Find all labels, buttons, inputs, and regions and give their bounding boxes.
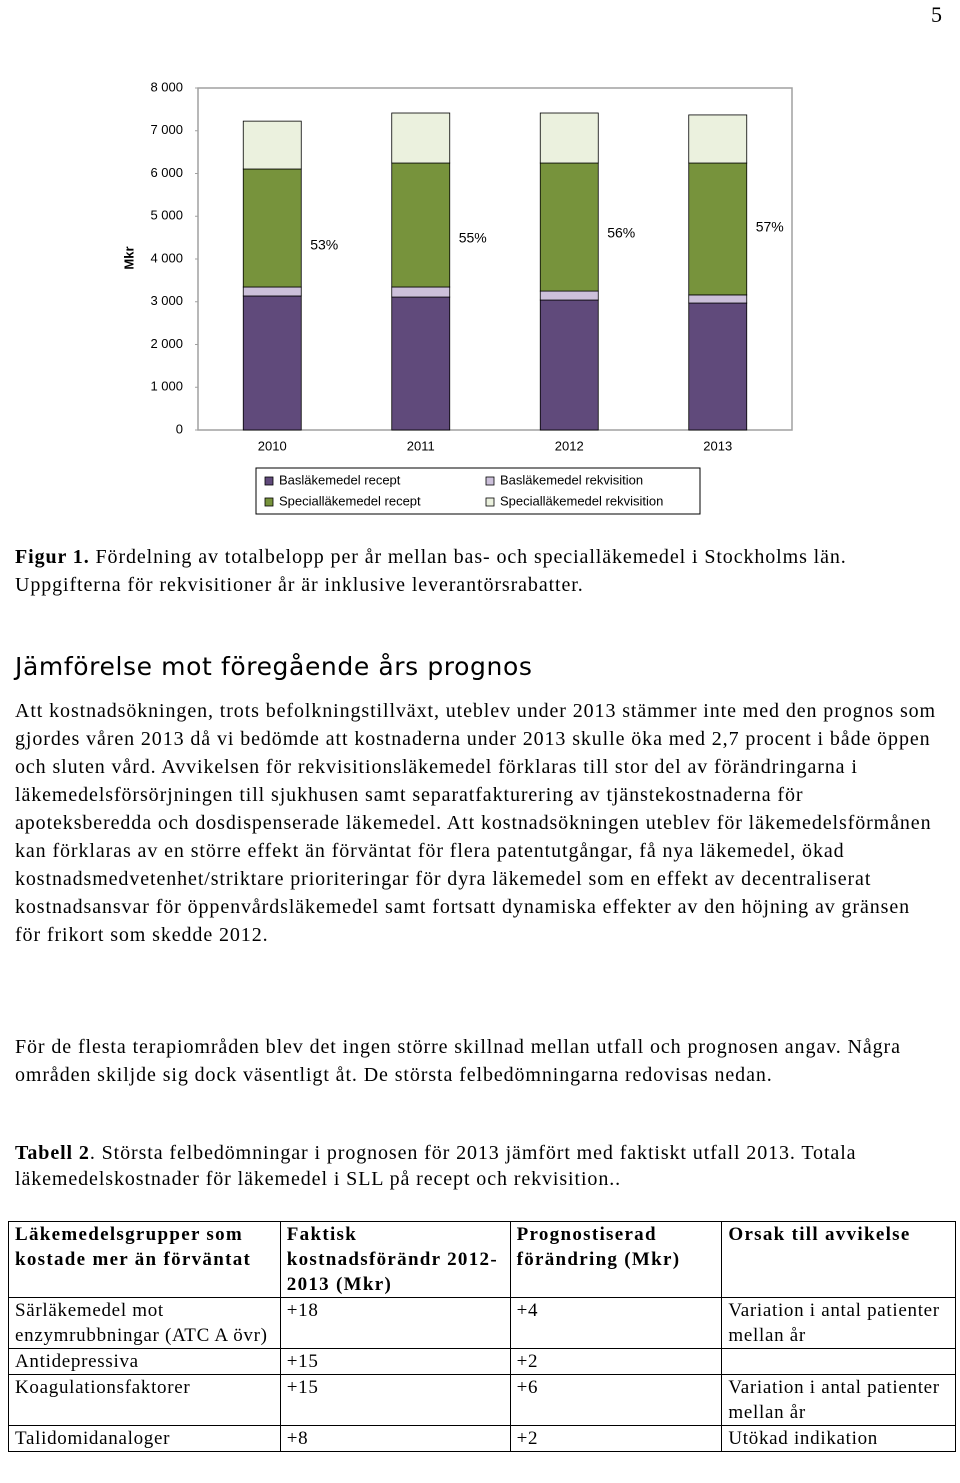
- x-tick-label: 2010: [258, 438, 287, 453]
- bar-segment: [391, 296, 451, 431]
- bar-segment: [539, 290, 599, 301]
- y-tick-label: 0: [176, 421, 183, 436]
- page-number: 5: [931, 2, 942, 27]
- x-tick-label: 2011: [407, 438, 435, 453]
- x-tick-label: 2013: [703, 438, 732, 453]
- table-cell: +2: [509, 1425, 723, 1452]
- table-cell: +18: [279, 1297, 511, 1349]
- annotation: 57%: [756, 219, 784, 235]
- bar-segment: [539, 299, 599, 431]
- table-cell: [721, 1348, 956, 1375]
- bar-segment: [688, 302, 748, 431]
- table-cell: +15: [279, 1374, 511, 1426]
- table-row: Särläkemedel mot enzymrubbningar (ATC A …: [8, 1297, 956, 1349]
- table-row: Talidomidanaloger +8 +2 Utökad indikation: [8, 1425, 956, 1452]
- table-cell: Variation i antal patienter mellan år: [721, 1297, 956, 1349]
- table-body: Särläkemedel mot enzymrubbningar (ATC A …: [8, 1297, 956, 1452]
- bar-segment: [242, 120, 302, 170]
- bar-segment: [391, 286, 451, 298]
- y-tick-label: 4 000: [150, 250, 183, 265]
- legend-swatch: [264, 476, 274, 486]
- legend-label: Basläkemedel rekvisition: [500, 472, 643, 487]
- section-heading: Jämförelse mot föregående års prognos: [15, 652, 533, 681]
- table-cell: +4: [509, 1297, 723, 1349]
- y-tick-label: 3 000: [150, 293, 183, 308]
- header-cell: Prognostiserad förändring (Mkr): [509, 1221, 723, 1298]
- header-cell: Faktisk kostnadsförändr 2012-2013 (Mkr): [279, 1221, 511, 1298]
- paragraph: För de flesta terapiområden blev det ing…: [15, 1036, 901, 1086]
- y-axis-title: Mkr: [121, 246, 136, 269]
- header-cell: Orsak till avvikelse: [721, 1221, 956, 1298]
- y-tick-label: 5 000: [150, 208, 183, 223]
- bar-segment: [539, 112, 599, 164]
- bar-segment: [391, 112, 451, 164]
- y-tick-label: 2 000: [150, 336, 183, 351]
- table-cell: +15: [279, 1348, 511, 1375]
- table-cell: Utökad indikation: [721, 1425, 956, 1452]
- annotation: 55%: [459, 230, 487, 246]
- annotation: 56%: [607, 225, 635, 241]
- y-tick-label: 1 000: [150, 379, 183, 394]
- y-tick-label: 7 000: [150, 122, 183, 137]
- bar-segment: [391, 162, 451, 288]
- annotation: 53%: [310, 237, 338, 253]
- table-cell: Variation i antal patienter mellan år: [721, 1374, 956, 1426]
- legend-label: Basläkemedel recept: [279, 472, 401, 487]
- table-cell: +8: [279, 1425, 511, 1452]
- paragraph: Att kostnadsökningen, trots befolkningst…: [15, 700, 936, 946]
- table-header: Läkemedelsgrupper som kostade mer än för…: [8, 1221, 956, 1298]
- y-tick-label: 6 000: [150, 165, 183, 180]
- legend-label: Specialläkemedel rekvisition: [500, 493, 663, 508]
- bar-segment: [688, 114, 748, 164]
- table-cell: Särläkemedel mot enzymrubbningar (ATC A …: [8, 1297, 281, 1349]
- caption-text: . Största felbedömningar i prognosen för…: [15, 1142, 857, 1190]
- table-cell: Koagulationsfaktorer: [8, 1374, 281, 1426]
- table-cell: Talidomidanaloger: [8, 1425, 281, 1452]
- bar-segment: [688, 294, 748, 304]
- bar-segment: [242, 295, 302, 431]
- legend-swatch: [485, 497, 495, 507]
- x-tick-label: 2012: [555, 438, 584, 453]
- table-row: Koagulationsfaktorer +15 +6 Variation i ant…: [8, 1374, 956, 1426]
- table-cell: +2: [509, 1348, 723, 1375]
- table-caption: Tabell 2. Största felbedömningar i progn…: [15, 1140, 940, 1192]
- bar-segment: [539, 162, 599, 292]
- caption-label: Figur 1.: [15, 546, 90, 568]
- table-cell: +6: [509, 1374, 723, 1426]
- caption-text: Fördelning av totalbelopp per år mellan …: [15, 546, 847, 596]
- y-tick-label: 8 000: [150, 79, 183, 94]
- table: Läkemedelsgrupper som kostade mer än för…: [8, 1221, 956, 1452]
- bar-segment: [242, 168, 302, 288]
- legend-swatch: [264, 497, 274, 507]
- legend-label: Specialläkemedel recept: [279, 493, 421, 508]
- figure-caption: Figur 1. Fördelning av totalbelopp per å…: [15, 543, 945, 599]
- table-row: Antidepressiva +15 +2: [8, 1348, 956, 1375]
- chart: Mkr 0 1 000 2 000 3 000 4 000 5 000 6 000 7 000…: [121, 79, 793, 515]
- bar-segment: [688, 162, 748, 296]
- legend-swatch: [485, 476, 495, 486]
- legend-box: [255, 467, 701, 515]
- caption-label: Tabell 2: [15, 1142, 90, 1164]
- header-cell: Läkemedelsgrupper som kostade mer än för…: [8, 1221, 281, 1298]
- table-cell: Antidepressiva: [8, 1348, 281, 1375]
- bar-segment: [242, 286, 302, 297]
